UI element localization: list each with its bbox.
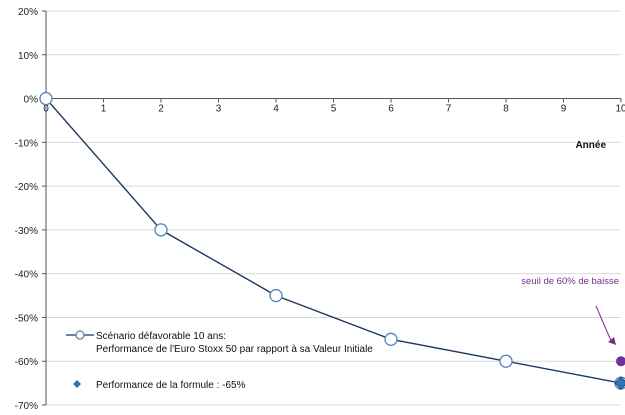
threshold-point xyxy=(616,356,625,367)
series-1-line xyxy=(45,98,622,384)
threshold-label: seuil de 60% de baisse xyxy=(521,276,619,287)
x-axis-title: Année xyxy=(575,140,606,151)
series-1-point xyxy=(269,288,283,303)
x-tick-label: 0 xyxy=(43,104,49,115)
series-layer xyxy=(39,91,625,390)
series-1-point xyxy=(39,91,53,106)
y-tick-label: 0% xyxy=(24,95,39,106)
x-tick-label: 9 xyxy=(561,104,567,115)
x-tick-label: 6 xyxy=(388,104,394,115)
x-tick-label: 7 xyxy=(446,104,452,115)
y-axis-ticks: 20% 10% 0% -10% -20% -30% -40% -50% -60% -70% xyxy=(15,7,47,412)
x-tick-label: 5 xyxy=(331,104,337,115)
legend-diamond-marker xyxy=(73,380,81,388)
y-tick-label: 20% xyxy=(18,7,38,18)
y-tick-label: 10% xyxy=(18,51,38,62)
formula-performance-point xyxy=(614,376,625,390)
threshold-annotation: seuil de 60% de baisse xyxy=(521,276,619,345)
y-tick-label: -20% xyxy=(15,182,38,193)
x-tick-label: 1 xyxy=(101,104,107,115)
y-tick-label: -30% xyxy=(15,226,38,237)
x-axis: 0 1 2 3 4 5 6 7 8 9 10 xyxy=(43,98,625,115)
legend-series-2-label: Performance de la formule : -65% xyxy=(96,380,246,391)
x-tick-label: 4 xyxy=(273,104,279,115)
threshold-arrow-head xyxy=(608,337,616,345)
x-tick-label: 2 xyxy=(158,104,164,115)
x-tick-label: 8 xyxy=(503,104,509,115)
series-1-point xyxy=(499,354,513,368)
x-tick-label: 10 xyxy=(615,104,625,115)
grid-lines xyxy=(46,10,621,406)
series-1-point xyxy=(154,223,168,237)
legend: Scénario défavorable 10 ans: Performance… xyxy=(66,330,373,391)
y-tick-label: -70% xyxy=(15,401,38,412)
legend-series-1-label-line2: Performance de l'Euro Stoxx 50 par rappo… xyxy=(96,344,373,355)
y-tick-label: -50% xyxy=(15,313,38,324)
y-tick-label: -10% xyxy=(15,138,38,149)
legend-series-1-label: Scénario défavorable 10 ans: xyxy=(96,331,226,342)
series-1-point xyxy=(384,332,398,346)
legend-circle-marker xyxy=(75,330,85,340)
y-tick-label: -40% xyxy=(15,270,38,281)
x-tick-label: 3 xyxy=(216,104,222,115)
threshold-arrow-line xyxy=(595,305,613,344)
y-tick-label: -60% xyxy=(15,357,38,368)
